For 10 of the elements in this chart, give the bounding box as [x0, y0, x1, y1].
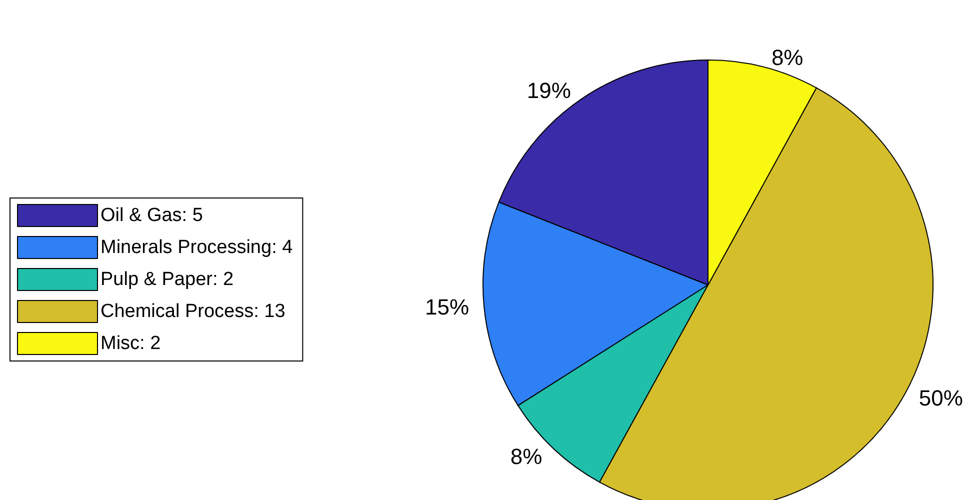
legend-label: Oil & Gas: 5	[100, 205, 203, 226]
data-label: 8%	[771, 44, 804, 70]
data-label: 15%	[424, 294, 470, 320]
data-label: 8%	[510, 444, 542, 469]
legend-label: Chemical Process: 13	[100, 301, 286, 322]
legend-label: Pulp & Paper: 2	[100, 269, 234, 290]
data-label: 19%	[526, 78, 571, 104]
legend-label: Misc: 2	[100, 333, 161, 354]
data-label: 50%	[918, 386, 963, 411]
legend-label: Minerals Processing: 4	[100, 237, 294, 258]
